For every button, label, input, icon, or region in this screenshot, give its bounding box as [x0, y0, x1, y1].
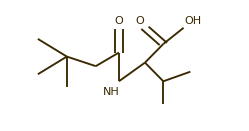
Text: O: O	[115, 16, 123, 26]
Text: NH: NH	[103, 87, 120, 97]
Text: OH: OH	[185, 16, 202, 26]
Text: O: O	[136, 16, 144, 26]
